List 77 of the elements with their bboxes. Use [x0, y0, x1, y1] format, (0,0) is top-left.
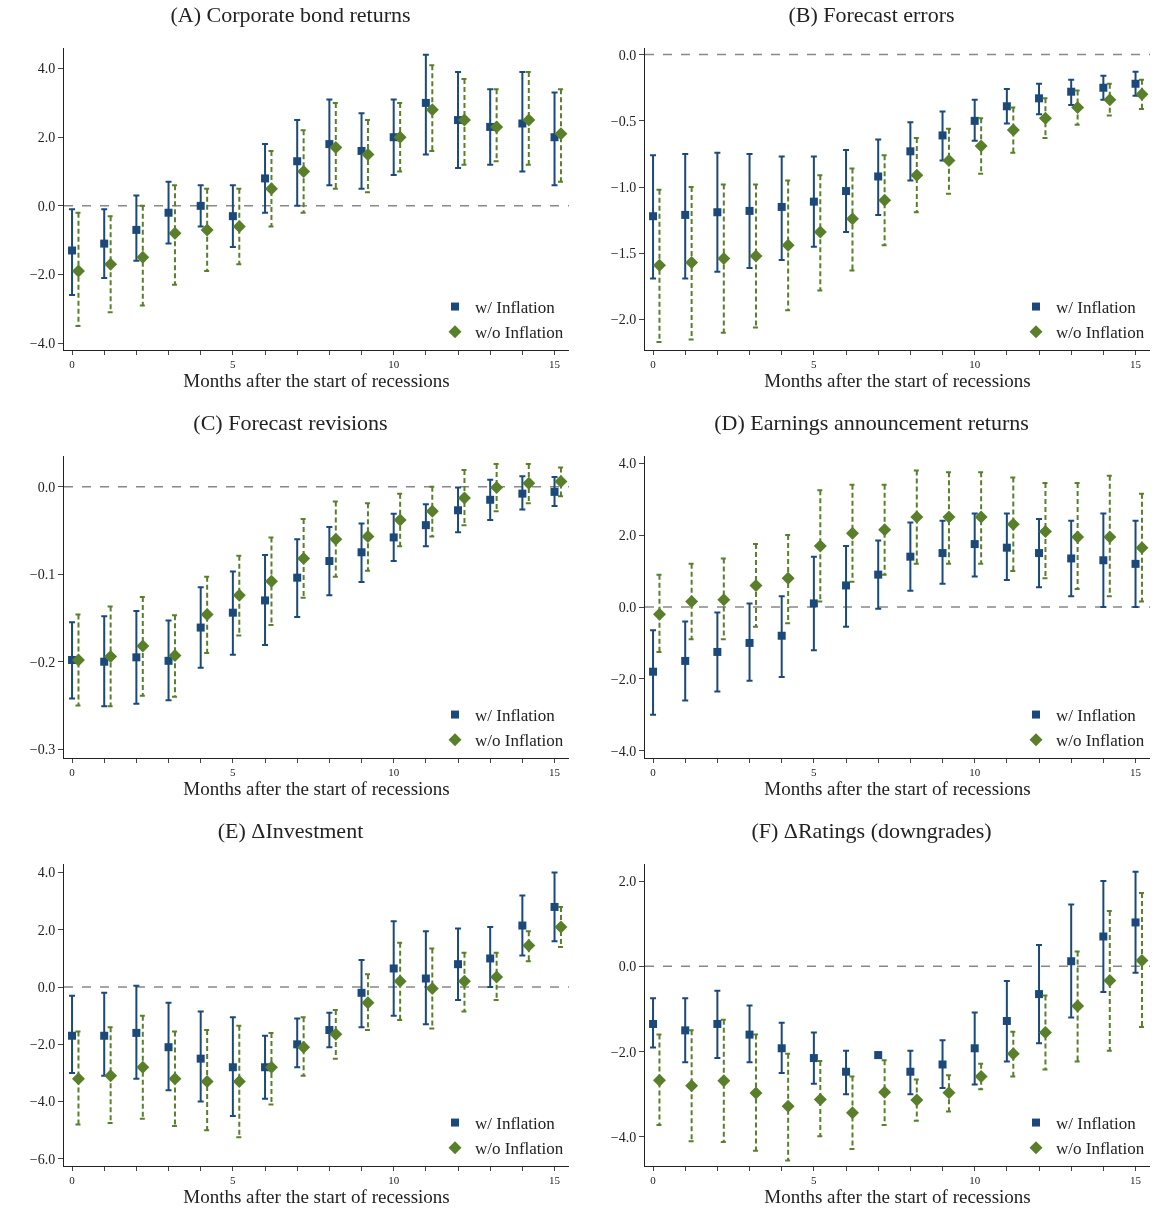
legend-label: w/ Inflation — [475, 1114, 556, 1134]
y-tick-label: 0.0 — [618, 47, 637, 63]
x-tick-label: 0 — [650, 1174, 657, 1187]
x-tick-label: 15 — [549, 766, 561, 779]
chart-title: (B) Forecast errors — [788, 1, 955, 27]
y-tick-label: 0.0 — [37, 479, 56, 495]
y-tick-label: 4.0 — [37, 865, 56, 881]
x-tick-label: 10 — [969, 358, 981, 371]
y-tick-label: 4.0 — [618, 456, 637, 472]
y-tick-label: −1.0 — [610, 179, 637, 195]
chart-title: (E) ΔInvestment — [217, 817, 364, 843]
legend-label: w/o Inflation — [1056, 731, 1145, 751]
y-tick-label: 0.0 — [618, 599, 637, 615]
x-axis-title: Months after the start of recessions — [764, 778, 1031, 800]
x-tick-label: 15 — [549, 1174, 561, 1187]
y-tick-label: 2.0 — [618, 873, 637, 889]
legend-label: w/o Inflation — [1056, 1139, 1145, 1159]
x-tick-label: 5 — [230, 1174, 237, 1187]
y-tick-label: −4.0 — [29, 1094, 56, 1110]
y-tick-label: −2.0 — [610, 671, 637, 687]
chart-title: (A) Corporate bond returns — [170, 1, 411, 27]
legend-label: w/o Inflation — [475, 1139, 564, 1159]
x-tick-label: 15 — [1130, 766, 1142, 779]
x-axis-title: Months after the start of recessions — [764, 370, 1031, 392]
x-tick-label: 0 — [650, 766, 657, 779]
x-tick-label: 5 — [811, 358, 818, 371]
x-axis-title: Months after the start of recessions — [183, 1186, 450, 1208]
legend-label: w/o Inflation — [475, 731, 564, 751]
legend-label: w/ Inflation — [1056, 706, 1137, 726]
x-tick-label: 0 — [69, 766, 76, 779]
y-tick-label: −0.5 — [610, 113, 637, 129]
x-tick-label: 15 — [1130, 358, 1142, 371]
chart-title: (F) ΔRatings (downgrades) — [751, 817, 992, 843]
y-tick-label: 2.0 — [37, 922, 56, 938]
y-tick-label: −0.1 — [29, 567, 56, 583]
x-tick-label: 5 — [811, 1174, 818, 1187]
y-tick-label: 2.0 — [37, 130, 56, 146]
y-tick-label: −2.0 — [610, 1044, 637, 1060]
y-tick-label: −2.0 — [610, 312, 637, 328]
y-tick-label: 4.0 — [37, 61, 56, 77]
x-tick-label: 10 — [969, 1174, 981, 1187]
x-tick-label: 5 — [230, 358, 237, 371]
y-tick-label: 0.0 — [618, 959, 637, 975]
x-tick-label: 10 — [388, 358, 400, 371]
y-tick-label: −4.0 — [29, 336, 56, 352]
y-tick-label: −4.0 — [610, 1129, 637, 1145]
chart-title: (D) Earnings announcement returns — [714, 409, 1029, 435]
x-tick-label: 10 — [388, 766, 400, 779]
y-tick-label: −4.0 — [610, 743, 637, 759]
chart-title: (C) Forecast revisions — [193, 409, 388, 435]
y-tick-label: 2.0 — [618, 528, 637, 543]
y-tick-label: −6.0 — [29, 1151, 56, 1167]
x-axis-title: Months after the start of recessions — [183, 778, 450, 800]
y-tick-label: 0.0 — [37, 979, 56, 995]
y-tick-label: −2.0 — [29, 267, 56, 283]
x-tick-label: 10 — [969, 766, 981, 779]
x-tick-label: 0 — [650, 358, 657, 371]
y-tick-label: −2.0 — [29, 1037, 56, 1053]
x-tick-label: 15 — [549, 358, 561, 371]
y-tick-label: 0.0 — [37, 198, 56, 214]
legend-label: w/ Inflation — [475, 298, 556, 318]
y-tick-label: −0.3 — [29, 742, 56, 758]
x-tick-label: 5 — [811, 766, 818, 779]
legend-label: w/ Inflation — [1056, 298, 1137, 318]
legend-label: w/o Inflation — [1056, 323, 1145, 343]
legend-label: w/o Inflation — [475, 323, 564, 343]
legend-label: w/ Inflation — [475, 706, 556, 726]
y-tick-label: −0.2 — [29, 654, 56, 670]
x-tick-label: 0 — [69, 1174, 76, 1187]
legend-label: w/ Inflation — [1056, 1114, 1137, 1134]
y-tick-label: −1.5 — [610, 246, 637, 262]
x-axis-title: Months after the start of recessions — [183, 370, 450, 392]
x-axis-title: Months after the start of recessions — [764, 1186, 1031, 1208]
x-tick-label: 5 — [230, 766, 237, 779]
x-tick-label: 10 — [388, 1174, 400, 1187]
x-tick-label: 0 — [69, 358, 76, 371]
x-tick-label: 15 — [1130, 1174, 1142, 1187]
